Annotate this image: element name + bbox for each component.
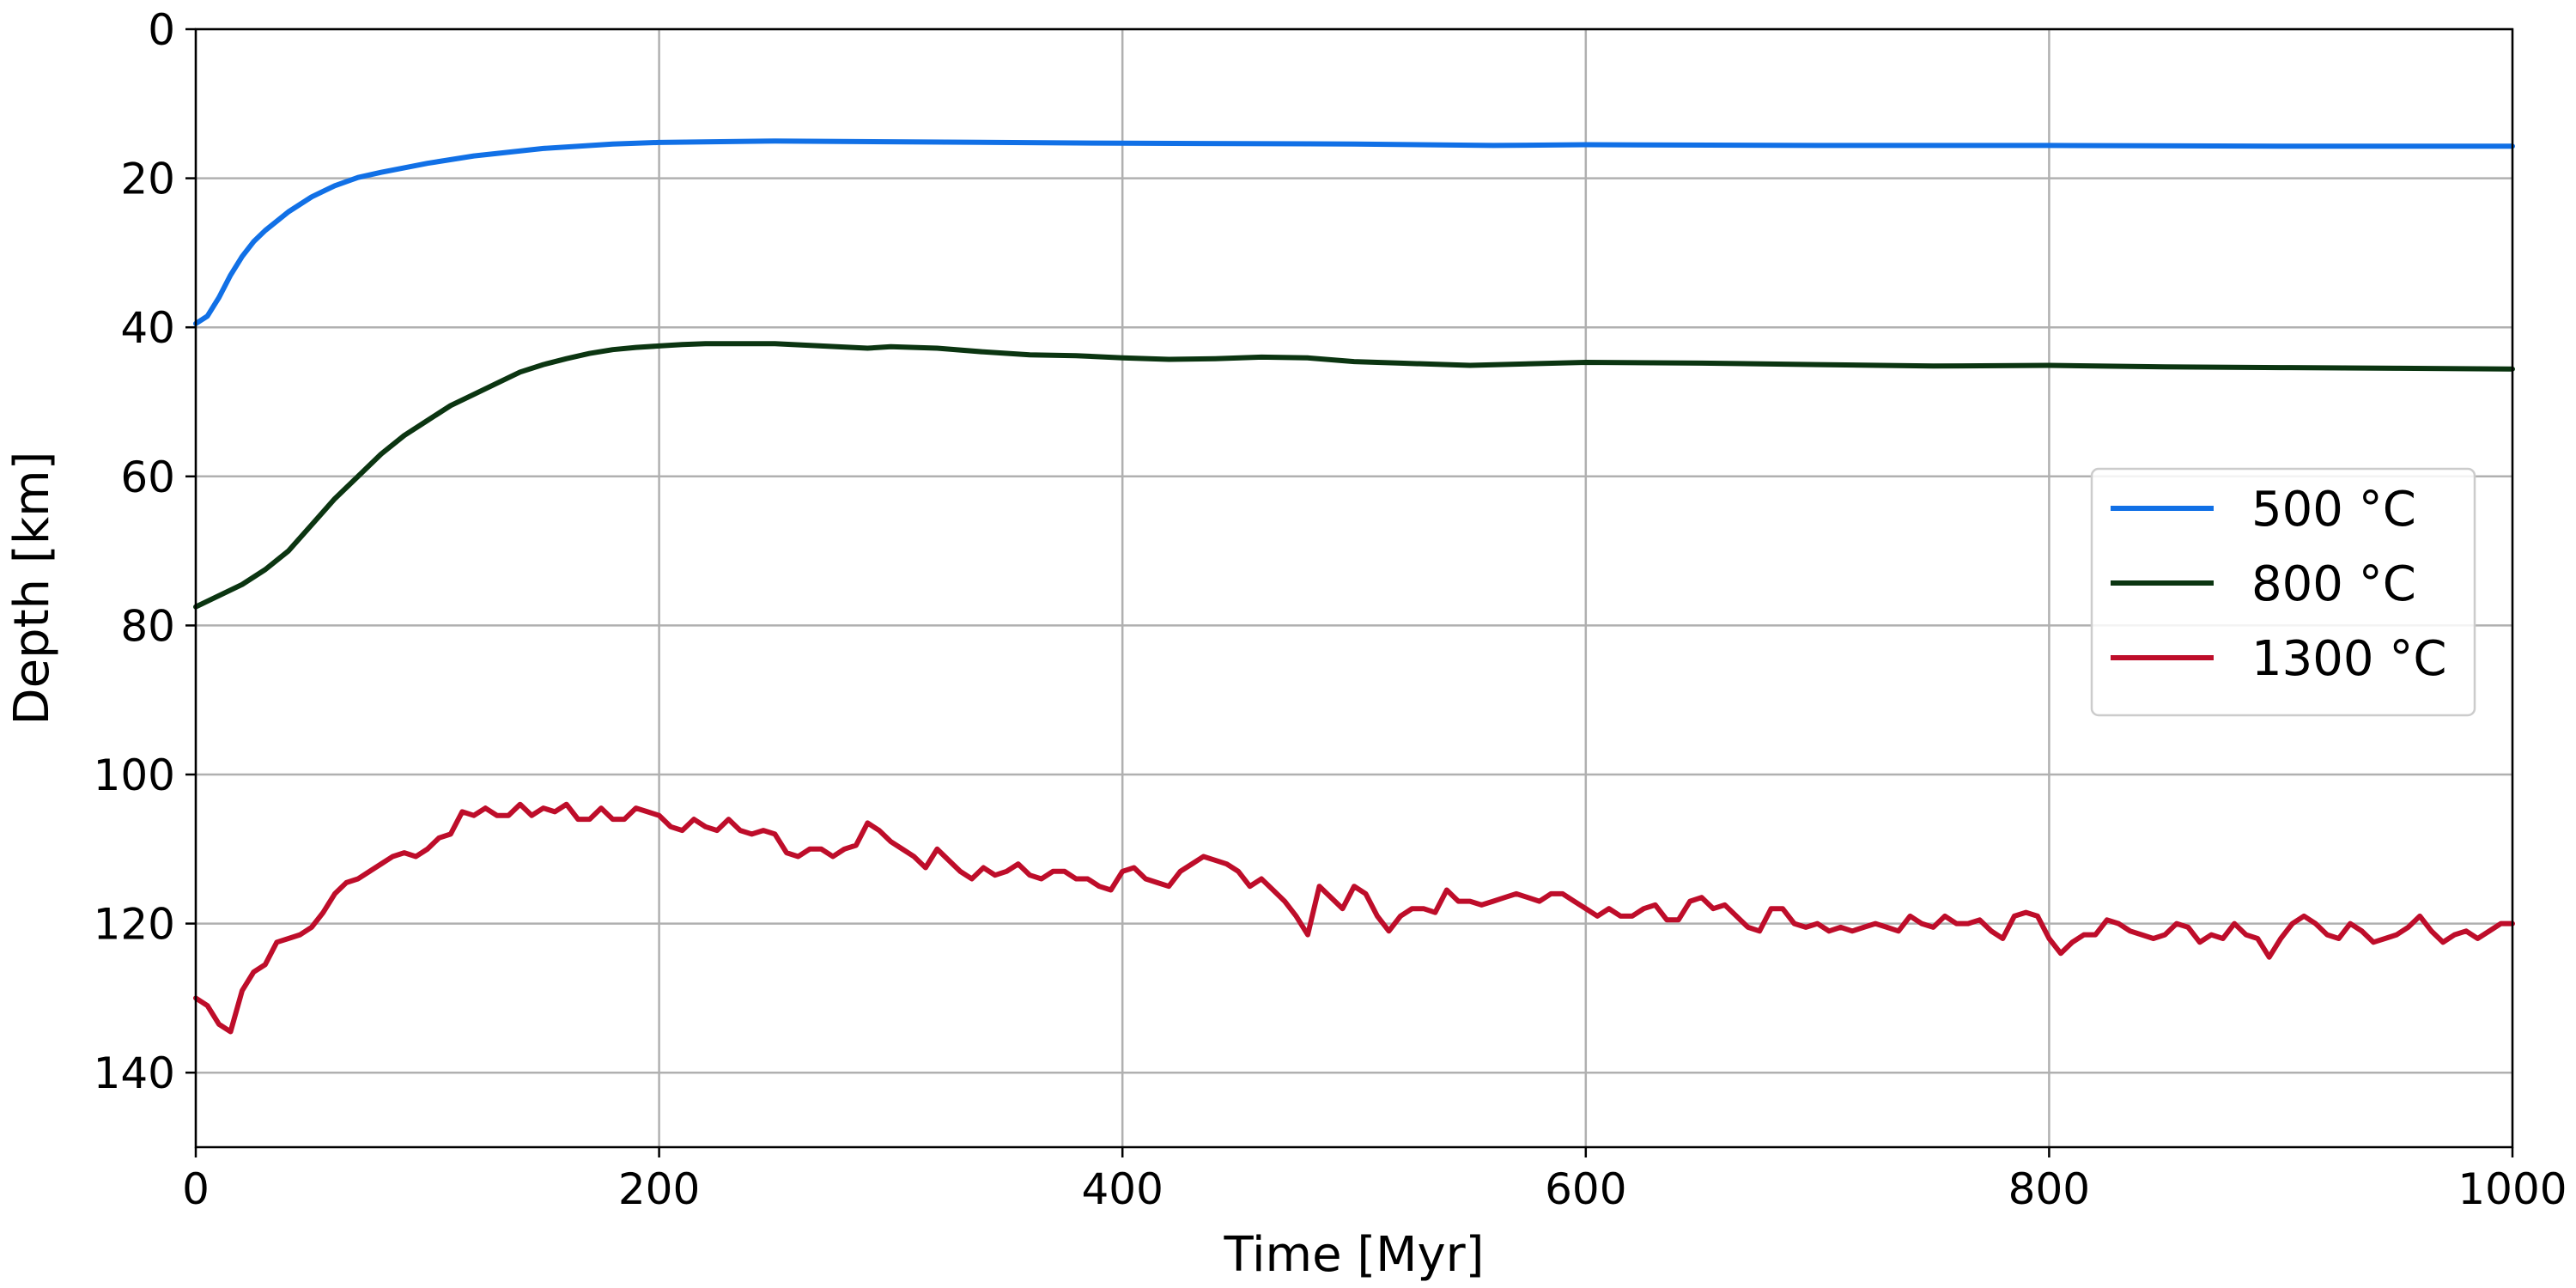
y-tick-label: 100 [94, 750, 175, 800]
y-tick-label: 60 [120, 453, 175, 502]
x-axis-label: Time [Myr] [1223, 1227, 1484, 1283]
legend-box [2090, 467, 2476, 717]
legend-label: 1300 °C [2251, 631, 2446, 687]
x-tick-label: 0 [182, 1164, 210, 1214]
y-tick-label: 20 [120, 155, 175, 204]
y-tick-label: 120 [94, 900, 175, 950]
series-line-1 [193, 341, 2515, 610]
y-axis-label: Depth [km] [4, 451, 60, 725]
x-tick-label: 1000 [2458, 1164, 2567, 1214]
x-tick-label: 800 [2008, 1164, 2090, 1214]
y-tick-label: 40 [120, 303, 175, 353]
x-tick-label: 200 [618, 1164, 700, 1214]
legend-label: 500 °C [2251, 482, 2416, 538]
series-line-2 [193, 801, 2515, 1035]
x-tick-label: 600 [1545, 1164, 1626, 1214]
axis-ticks: 0 200 400 600 800 1000 0 20 40 60 80 100 120 140 [94, 5, 2567, 1214]
legend: 500 °C 800 °C 1300 °C [2090, 467, 2476, 717]
x-tick-label: 400 [1081, 1164, 1163, 1214]
series-lines [193, 138, 2515, 1035]
series-line-0 [193, 138, 2515, 326]
y-tick-label: 80 [120, 601, 175, 651]
y-tick-label: 140 [94, 1048, 175, 1098]
y-tick-label: 0 [148, 5, 175, 55]
legend-label: 800 °C [2251, 556, 2416, 612]
plot-frame [194, 27, 2514, 1149]
